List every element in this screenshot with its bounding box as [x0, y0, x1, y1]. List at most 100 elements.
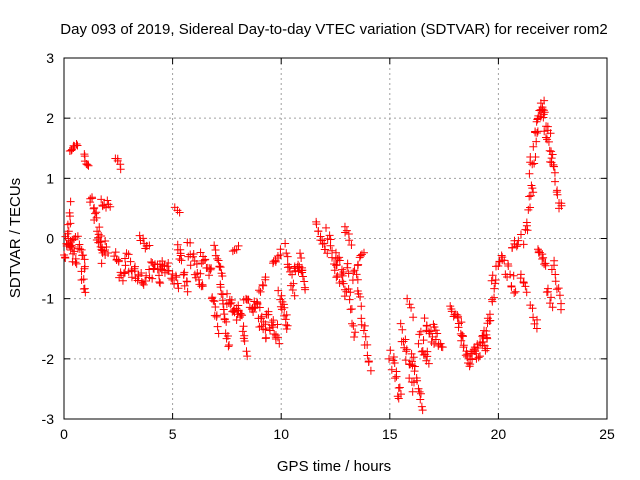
data-point: [312, 220, 321, 229]
data-point: [183, 287, 192, 296]
x-axis-label: GPS time / hours: [277, 458, 391, 475]
data-point: [394, 394, 403, 403]
data-point: [525, 169, 534, 178]
data-point: [342, 226, 351, 235]
data-point: [522, 221, 531, 230]
data-point: [227, 298, 236, 307]
data-point: [485, 310, 494, 319]
data-point: [385, 354, 394, 363]
data-point: [490, 293, 499, 302]
data-point: [210, 297, 219, 306]
data-point: [156, 279, 165, 288]
data-point: [488, 297, 497, 306]
data-point: [364, 357, 373, 366]
data-point: [541, 133, 550, 142]
data-point: [81, 288, 90, 297]
data-point: [177, 256, 186, 265]
data-point: [218, 296, 227, 305]
data-point: [163, 262, 172, 271]
data-point: [66, 197, 75, 206]
data-point: [91, 209, 100, 218]
data-point: [519, 240, 528, 249]
data-point: [234, 241, 243, 250]
data-point: [549, 162, 558, 171]
data-point: [137, 268, 146, 277]
data-point: [357, 302, 366, 311]
data-point: [546, 129, 555, 138]
data-point: [476, 352, 484, 361]
data-point: [532, 137, 541, 146]
data-point: [218, 272, 227, 281]
data-point: [211, 251, 220, 260]
data-point: [300, 277, 309, 286]
data-point: [363, 340, 372, 349]
data-point: [277, 291, 286, 300]
data-point: [405, 300, 414, 309]
data-point: [349, 321, 358, 330]
data-point: [345, 295, 354, 304]
data-point: [332, 260, 341, 269]
data-point: [395, 383, 404, 392]
y-tick-labels: -3 -2 -1 0 1 2 3: [42, 50, 55, 427]
data-point: [430, 323, 439, 332]
data-point: [68, 243, 77, 252]
data-point: [543, 284, 552, 293]
y-tick-label: -3: [42, 411, 55, 427]
data-point: [551, 277, 560, 286]
data-point: [223, 331, 232, 340]
data-point: [67, 241, 76, 250]
data-point: [510, 289, 519, 298]
data-point: [457, 318, 466, 327]
data-point: [214, 256, 223, 265]
data-point: [351, 328, 360, 337]
data-point: [208, 293, 217, 302]
data-point: [243, 352, 252, 361]
data-point: [431, 335, 440, 344]
data-point: [352, 270, 361, 279]
data-point: [490, 284, 499, 293]
data-point: [175, 255, 184, 264]
data-point: [290, 291, 299, 300]
data-point: [88, 194, 97, 203]
data-point: [261, 320, 270, 329]
data-point: [274, 286, 283, 295]
data-point: [557, 201, 566, 210]
data-point: [547, 265, 556, 274]
data-point: [283, 321, 292, 330]
data-point: [98, 243, 107, 252]
data-point: [528, 304, 537, 313]
data-point: [396, 319, 405, 328]
data-point: [262, 333, 271, 342]
y-tick-label: -2: [42, 351, 55, 367]
data-point: [553, 190, 562, 199]
data-point: [454, 312, 463, 321]
data-point: [412, 374, 421, 383]
data-point: [84, 161, 93, 170]
data-point: [280, 303, 289, 312]
data-point: [418, 406, 427, 415]
data-point: [258, 280, 267, 289]
data-point: [314, 227, 323, 236]
data-point: [514, 236, 523, 245]
data-point: [179, 270, 188, 279]
data-point: [508, 243, 517, 252]
data-point: [273, 333, 282, 342]
data-point: [183, 277, 192, 286]
data-point: [396, 390, 405, 399]
y-tick-label: 2: [46, 110, 54, 126]
data-point: [215, 262, 224, 271]
data-point: [111, 248, 120, 257]
data-point: [232, 245, 241, 254]
data-point: [399, 337, 408, 346]
data-point: [533, 129, 542, 138]
data-point: [507, 281, 516, 290]
data-point: [474, 343, 483, 352]
data-point: [139, 280, 148, 289]
data-point: [343, 259, 352, 268]
data-point: [427, 327, 436, 336]
data-point: [420, 314, 429, 323]
data-point: [491, 279, 500, 288]
data-point: [325, 231, 334, 240]
data-point: [164, 266, 173, 275]
data-point: [407, 349, 416, 358]
